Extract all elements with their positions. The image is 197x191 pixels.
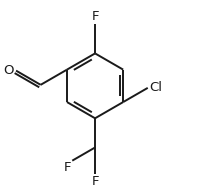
Text: Cl: Cl [149,81,162,94]
Text: F: F [91,175,99,188]
Text: O: O [4,64,14,77]
Text: F: F [91,10,99,23]
Text: F: F [63,161,71,174]
